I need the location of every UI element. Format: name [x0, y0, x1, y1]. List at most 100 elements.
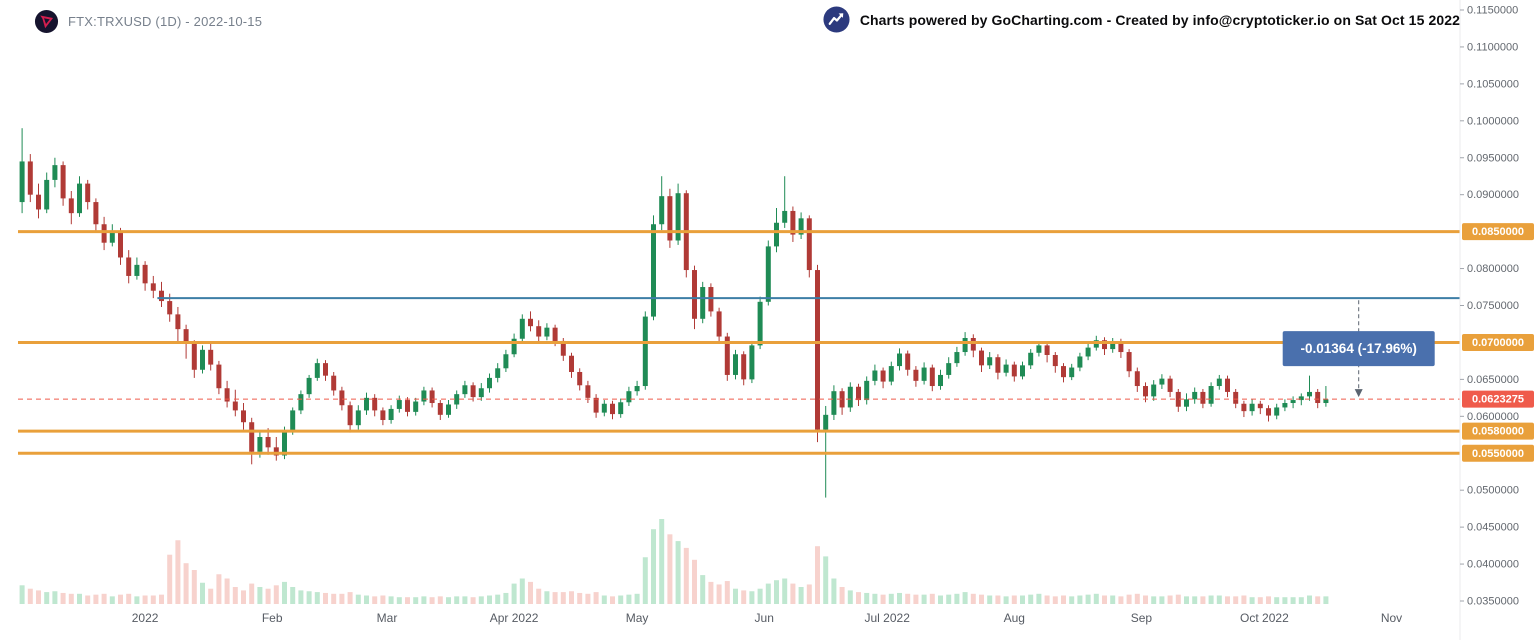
candle-body — [1036, 345, 1042, 353]
drawing-overlays[interactable]: -0.01364 (-17.96%) — [18, 230, 1460, 455]
x-axis-label: Apr 2022 — [490, 611, 539, 625]
volume-bar — [167, 554, 173, 604]
candle-body — [27, 161, 33, 195]
candle-body — [806, 218, 812, 271]
candle-body — [716, 311, 722, 337]
volume-bar — [970, 593, 976, 604]
y-axis-label: 0.0350000 — [1467, 596, 1519, 608]
volume-bar — [692, 559, 697, 604]
volume-series — [19, 519, 1329, 604]
level-price-badge[interactable] — [1462, 444, 1534, 462]
candle-body — [1052, 354, 1058, 367]
volume-bar — [839, 587, 845, 604]
candle-body — [1102, 340, 1107, 350]
candle-body — [618, 402, 624, 415]
volume-bar — [569, 591, 574, 604]
volume-bar — [216, 574, 222, 604]
volume-bar — [495, 594, 501, 604]
level-price-badge[interactable] — [1462, 333, 1534, 351]
candle-body — [1143, 386, 1148, 397]
x-axis-label: May — [626, 611, 649, 625]
volume-bar — [1298, 597, 1304, 604]
volume-bar — [1323, 596, 1329, 604]
candlestick-series — [19, 128, 1329, 498]
candle-body — [749, 345, 755, 380]
y-axis-label: 0.0650000 — [1467, 374, 1519, 386]
volume-bar — [462, 596, 468, 604]
candle-body — [1126, 352, 1132, 372]
x-axis-label: Mar — [377, 611, 398, 625]
candle-body — [897, 353, 902, 367]
candle-body — [191, 343, 197, 370]
volume-bar — [560, 592, 566, 604]
candle-body — [273, 447, 279, 456]
volume-bar — [446, 597, 451, 604]
volume-bar — [1143, 595, 1148, 604]
candle-body — [872, 370, 878, 381]
volume-bar — [610, 596, 615, 604]
candle-body — [1298, 396, 1304, 401]
volume-bar — [1208, 595, 1214, 604]
candle-body — [700, 287, 706, 319]
volume-bar — [118, 594, 123, 604]
volume-bar — [897, 592, 902, 604]
candle-body — [1085, 347, 1091, 357]
svg-text:0.0700000: 0.0700000 — [1472, 337, 1524, 349]
candle-body — [241, 410, 246, 423]
volume-bar — [1052, 596, 1058, 604]
candle-body — [77, 183, 82, 214]
candle-body — [1192, 391, 1198, 400]
candle-body — [306, 377, 312, 395]
candle-body — [249, 422, 255, 452]
candle-body — [200, 349, 205, 370]
volume-bar — [1069, 596, 1075, 604]
candle-body — [1241, 403, 1247, 412]
volume-bar — [265, 588, 271, 604]
candle-body — [1044, 345, 1050, 355]
candle-body — [921, 367, 927, 381]
candle-body — [823, 414, 829, 430]
price-axis[interactable]: 0.1150000 0.1100000 0.1050000 0.1000000 0.09… — [1459, 0, 1534, 640]
candle-body — [1257, 403, 1263, 409]
candle-body — [405, 400, 410, 412]
volume-bar — [749, 591, 755, 604]
candle-body — [380, 410, 386, 421]
volume-bar — [1249, 597, 1255, 604]
level-price-badge[interactable] — [1462, 422, 1534, 440]
candle-body — [232, 401, 238, 411]
volume-bar — [1167, 595, 1173, 604]
candle-body — [503, 354, 509, 369]
volume-bar — [1151, 596, 1157, 604]
volume-bar — [60, 592, 66, 604]
candle-body — [692, 270, 697, 319]
volume-bar — [905, 593, 911, 604]
y-axis-label: 0.0750000 — [1467, 300, 1519, 312]
candle-body — [1151, 384, 1157, 397]
candle-body — [979, 350, 984, 366]
volume-bar — [478, 596, 484, 604]
volume-bar — [872, 593, 878, 604]
candle-body — [1315, 391, 1321, 404]
volume-bar — [85, 595, 91, 604]
volume-bar — [142, 595, 148, 604]
volume-bar — [987, 595, 993, 604]
candle-body — [1282, 403, 1288, 408]
candle-body — [126, 257, 132, 276]
svg-text:0.0623275: 0.0623275 — [1472, 394, 1524, 406]
level-price-badge[interactable] — [1462, 223, 1534, 241]
volume-bar — [626, 594, 632, 604]
volume-bar — [249, 583, 255, 604]
volume-bar — [757, 588, 763, 604]
candle-body — [970, 338, 976, 351]
x-axis-label: Oct 2022 — [1240, 611, 1289, 625]
time-axis[interactable]: 2022 Feb Mar Apr 2022 May Jun Jul 2022 Aug Sep Oc… — [132, 611, 1402, 625]
volume-bar — [372, 596, 378, 604]
measurement-label-box[interactable] — [1282, 331, 1435, 367]
last-price-badge[interactable] — [1462, 390, 1534, 408]
volume-bar — [454, 596, 460, 604]
candle-body — [1159, 378, 1165, 385]
candle-body — [995, 357, 1001, 373]
candle-body — [954, 352, 960, 364]
volume-bar — [68, 593, 74, 604]
